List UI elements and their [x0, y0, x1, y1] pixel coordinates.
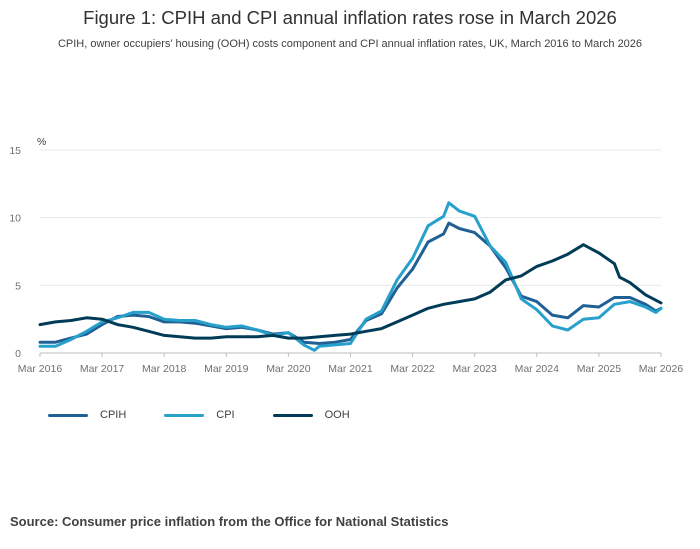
- y-tick-label: 10: [9, 213, 21, 225]
- legend-item-ooh[interactable]: OOH: [272, 409, 350, 421]
- x-tick-label: Mar 2025: [577, 363, 622, 375]
- series-line-cpih: [38, 221, 663, 345]
- x-tick-label: Mar 2021: [328, 363, 373, 375]
- series-line-ooh: [38, 243, 663, 340]
- y-tick-label: 5: [15, 280, 21, 292]
- x-tick-label: Mar 2024: [515, 363, 560, 375]
- legend-item-cpi[interactable]: CPI: [164, 409, 235, 421]
- x-tick-label: Mar 2023: [452, 363, 497, 375]
- series-layer: [38, 201, 663, 352]
- chart-subtitle: CPIH, owner occupiers’ housing (OOH) cos…: [57, 38, 643, 50]
- source-note: Source: Consumer price inflation from th…: [10, 514, 449, 529]
- legend-swatch: [48, 413, 88, 417]
- legend-label: OOH: [324, 409, 350, 421]
- y-tick-label: 15: [9, 145, 21, 157]
- legend-swatch: [164, 413, 205, 417]
- x-tick-label: Mar 2018: [142, 363, 187, 375]
- legend-item-cpih[interactable]: CPIH: [48, 409, 126, 421]
- x-tick-label: Mar 2019: [204, 363, 249, 375]
- x-tick-label: Mar 2016: [18, 363, 63, 375]
- y-tick-label: 0: [15, 348, 21, 360]
- x-tick-label: Mar 2020: [266, 363, 311, 375]
- x-tick-label: Mar 2017: [80, 363, 125, 375]
- x-tick-label: Mar 2022: [390, 363, 435, 375]
- legend-label: CPI: [216, 409, 235, 421]
- grid-layer: [40, 149, 661, 354]
- legend-swatch: [272, 413, 313, 417]
- chart-legend: CPIH CPI OOH: [48, 409, 388, 421]
- x-tick-label: Mar 2026: [639, 363, 684, 375]
- y-axis-label: %: [37, 136, 46, 148]
- chart-title: Figure 1: CPIH and CPI annual inflation …: [83, 7, 617, 28]
- legend-label: CPIH: [100, 409, 127, 421]
- axis-layer: 0 5 10 15% Mar 2016 Mar 2017 Mar 2018 Mar 2019 M…: [9, 136, 683, 375]
